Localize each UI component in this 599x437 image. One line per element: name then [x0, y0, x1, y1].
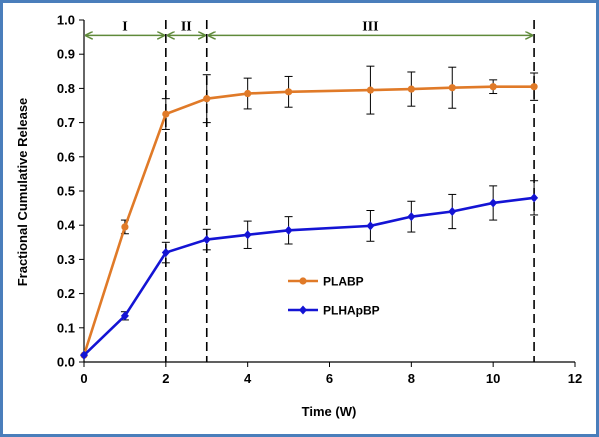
x-axis-label: Time (W): [302, 404, 357, 419]
series-plhapbp-point: [489, 198, 498, 208]
series-plhapbp-point: [530, 193, 539, 203]
series-plhapbp-point: [243, 230, 252, 240]
x-tick-label: 8: [408, 371, 415, 386]
y-tick-label: 0.2: [57, 286, 75, 301]
y-tick-label: 1.0: [57, 13, 75, 28]
series-plhapbp-point: [80, 350, 88, 360]
series-plabp-point: [489, 83, 497, 91]
series-plabp-point: [530, 83, 538, 91]
phase-label-I: I: [122, 19, 127, 34]
series-plhapbp-line: [83, 196, 535, 357]
series-plhapbp-point: [161, 248, 170, 258]
series-plabp-point: [203, 95, 211, 103]
y-tick-label: 0.0: [57, 355, 75, 370]
series-plabp-point: [448, 84, 456, 92]
series-plhapbp-point: [366, 221, 375, 231]
y-tick-label: 0.8: [57, 81, 75, 96]
series-plabp-point: [121, 223, 129, 231]
y-tick-label: 0.9: [57, 47, 75, 62]
series-plabp-point: [162, 110, 170, 118]
series-plhapbp-point: [407, 212, 416, 222]
x-tick-label: 2: [162, 371, 169, 386]
x-tick-label: 10: [486, 371, 500, 386]
series-plhapbp-point: [202, 235, 211, 245]
series-plabp-point: [284, 88, 293, 96]
y-tick-label: 0.6: [57, 149, 75, 164]
series-plabp-point: [407, 85, 415, 93]
x-tick-label: 12: [568, 371, 582, 386]
y-tick-label: 0.5: [57, 184, 75, 199]
series-plhapbp-point: [284, 225, 293, 235]
x-tick-label: 0: [80, 371, 87, 386]
phase-label-II: II: [181, 19, 192, 34]
legend-plabp-marker: [299, 277, 307, 285]
series-plhapbp-point: [120, 311, 129, 321]
y-axis-label: Fractional Cumulative Release: [15, 98, 30, 287]
y-tick-label: 0.7: [57, 115, 75, 130]
series-plabp-point: [244, 89, 252, 98]
y-tick-label: 0.3: [57, 252, 75, 267]
phase-label-III: III: [362, 19, 378, 34]
series-plabp-line: [82, 85, 535, 356]
series-plhapbp-point: [448, 207, 457, 217]
legend-plabp-label: PLABP: [323, 275, 364, 289]
series-plabp-point: [366, 86, 375, 94]
y-tick-label: 0.1: [57, 320, 75, 335]
legend-plhapbp-marker: [299, 305, 307, 315]
x-tick-label: 4: [244, 371, 252, 386]
x-tick-label: 6: [326, 371, 333, 386]
y-tick-label: 0.4: [57, 218, 76, 233]
legend-plhapbp-label: PLHApBP: [323, 304, 380, 318]
